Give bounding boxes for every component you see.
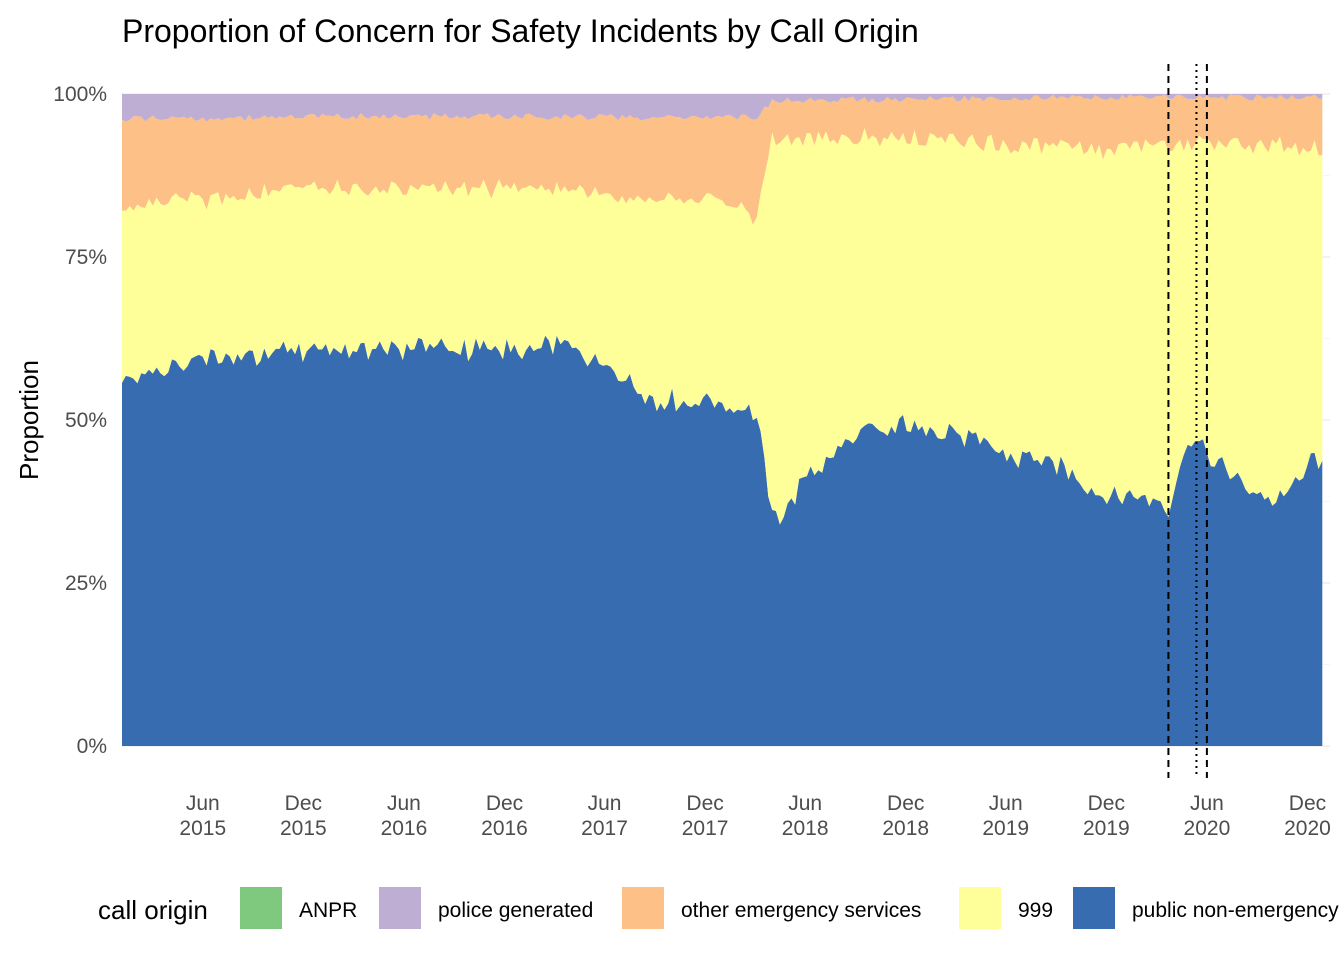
x-tick-label: Dec 2020	[1284, 792, 1331, 840]
reference-lines	[1167, 64, 1208, 778]
y-axis-title: Proportion	[14, 360, 44, 480]
y-tick-label: 50%	[65, 409, 107, 432]
x-tick-label: Jun 2020	[1184, 792, 1231, 840]
x-tick-label: Dec 2019	[1083, 792, 1130, 840]
legend-label-anpr: ANPR	[299, 899, 357, 922]
y-tick-label: 75%	[65, 246, 107, 269]
y-tick-label: 0%	[77, 735, 107, 758]
x-tick-label: Jun 2018	[782, 792, 829, 840]
area-other-emergency-services	[122, 94, 1323, 225]
x-tick-label: Jun 2016	[381, 792, 428, 840]
legend-label-other-emergency-services: other emergency services	[681, 899, 921, 922]
x-tick-label: Dec 2017	[682, 792, 729, 840]
y-tick-label: 100%	[53, 83, 107, 106]
x-tick-label: Dec 2015	[280, 792, 327, 840]
x-tick-label: Dec 2018	[882, 792, 929, 840]
x-tick-label: Dec 2016	[481, 792, 528, 840]
legend-key-anpr	[240, 887, 282, 929]
area-police-generated	[122, 94, 1323, 122]
legend-label-public-non-emergency: public non-emergency	[1132, 899, 1339, 922]
x-tick-label: Jun 2019	[982, 792, 1029, 840]
legend-key-other-emergency-services	[622, 887, 664, 929]
chart-title: Proportion of Concern for Safety Inciden…	[122, 13, 919, 49]
legend-label-999: 999	[1018, 899, 1053, 922]
legend: call origin ANPR police generated other eme…	[98, 887, 1339, 929]
x-tick-label: Jun 2017	[581, 792, 628, 840]
stacked-areas	[122, 94, 1323, 746]
legend-key-police-generated	[379, 887, 421, 929]
area-public-non-emergency	[122, 335, 1323, 746]
legend-key-999	[959, 887, 1001, 929]
y-axis-ticks: 0% 25% 50% 75% 100%	[53, 83, 107, 758]
legend-title: call origin	[98, 895, 208, 925]
legend-key-public-non-emergency	[1073, 887, 1115, 929]
x-tick-label: Jun 2015	[179, 792, 226, 840]
legend-label-police-generated: police generated	[438, 899, 593, 922]
y-tick-label: 25%	[65, 572, 107, 595]
x-axis-ticks: Jun 2015 Dec 2015 Jun 2016 Dec 2016 Jun 2017 Dec 20…	[179, 792, 1330, 840]
area-999	[122, 128, 1323, 525]
